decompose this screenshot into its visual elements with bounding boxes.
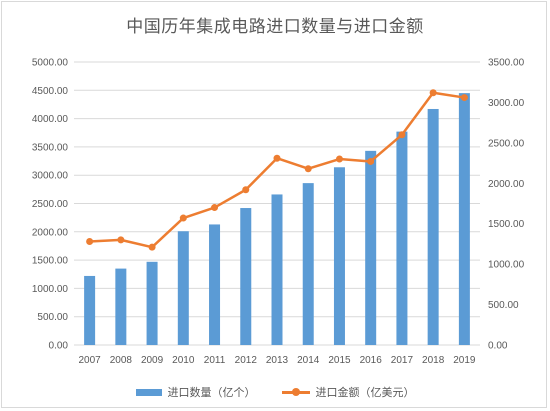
point-2019 xyxy=(460,94,468,102)
legend-swatch-bar xyxy=(135,388,162,396)
y-left-tick-label: 3000.00 xyxy=(32,171,69,182)
point-2008 xyxy=(117,236,125,244)
x-tick-label: 2019 xyxy=(453,355,476,366)
y-right-tick-label: 3500.00 xyxy=(488,58,525,69)
y-right-tick-label: 2000.00 xyxy=(488,179,525,190)
point-2011 xyxy=(211,204,219,212)
y-left-tick-label: 4000.00 xyxy=(32,114,69,125)
point-2017 xyxy=(398,131,406,139)
y-left-tick-label: 5000.00 xyxy=(32,58,69,69)
bar-2019 xyxy=(458,93,470,345)
x-tick-label: 2007 xyxy=(78,355,101,366)
point-2018 xyxy=(429,89,437,97)
y-left-tick-label: 1000.00 xyxy=(32,284,69,295)
x-tick-label: 2014 xyxy=(297,355,320,366)
x-tick-label: 2013 xyxy=(266,355,289,366)
y-right-tick-label: 2500.00 xyxy=(488,138,525,149)
point-2010 xyxy=(179,214,187,222)
y-right-tick-label: 0.00 xyxy=(488,341,508,352)
legend-item-amount[interactable]: 进口金额（亿美元） xyxy=(281,384,415,400)
point-2015 xyxy=(335,155,343,163)
x-tick-label: 2008 xyxy=(110,355,133,366)
bar-2014 xyxy=(302,183,314,345)
bar-2011 xyxy=(209,224,221,345)
legend-item-quantity[interactable]: 进口数量（亿个） xyxy=(135,384,256,400)
point-2016 xyxy=(367,157,375,165)
point-2012 xyxy=(242,186,250,194)
bar-2016 xyxy=(365,150,377,345)
x-tick-label: 2017 xyxy=(391,355,414,366)
y-right-tick-label: 1500.00 xyxy=(488,219,525,230)
y-left-tick-label: 2000.00 xyxy=(32,227,69,238)
x-tick-label: 2015 xyxy=(328,355,351,366)
point-2007 xyxy=(86,238,94,246)
y-left-tick-label: 2500.00 xyxy=(32,199,69,210)
bar-2008 xyxy=(115,268,127,345)
x-tick-label: 2016 xyxy=(360,355,383,366)
x-tick-label: 2009 xyxy=(141,355,164,366)
legend-label-quantity: 进口数量（亿个） xyxy=(167,386,256,399)
x-tick-label: 2018 xyxy=(422,355,445,366)
point-2013 xyxy=(273,154,281,162)
y-left-tick-label: 0.00 xyxy=(49,341,69,352)
bar-2017 xyxy=(396,131,408,345)
chart-legend: 进口数量（亿个） 进口金额（亿美元） xyxy=(2,383,548,401)
y-left-tick-label: 4500.00 xyxy=(32,86,69,97)
y-left-tick-label: 1500.00 xyxy=(32,256,69,267)
legend-label-amount: 进口金额（亿美元） xyxy=(315,386,415,399)
x-tick-label: 2010 xyxy=(172,355,195,366)
y-right-tick-label: 3000.00 xyxy=(488,98,525,109)
point-2009 xyxy=(148,243,156,251)
x-tick-label: 2011 xyxy=(204,355,226,366)
legend-swatch-line xyxy=(281,387,310,397)
bar-2010 xyxy=(177,231,189,345)
bar-2007 xyxy=(84,275,96,345)
y-left-tick-label: 3500.00 xyxy=(32,142,69,153)
bar-2015 xyxy=(333,167,345,345)
bar-2009 xyxy=(146,261,158,345)
y-right-tick-label: 500.00 xyxy=(488,300,519,311)
point-2014 xyxy=(304,165,312,173)
chart-title: 中国历年集成电路进口数量与进口金额 xyxy=(126,17,424,37)
x-tick-label: 2012 xyxy=(235,355,258,366)
bar-2012 xyxy=(240,208,252,345)
y-left-tick-label: 500.00 xyxy=(37,312,68,323)
y-right-tick-label: 1000.00 xyxy=(488,260,525,271)
bar-2018 xyxy=(427,108,439,345)
bar-2013 xyxy=(271,194,283,345)
